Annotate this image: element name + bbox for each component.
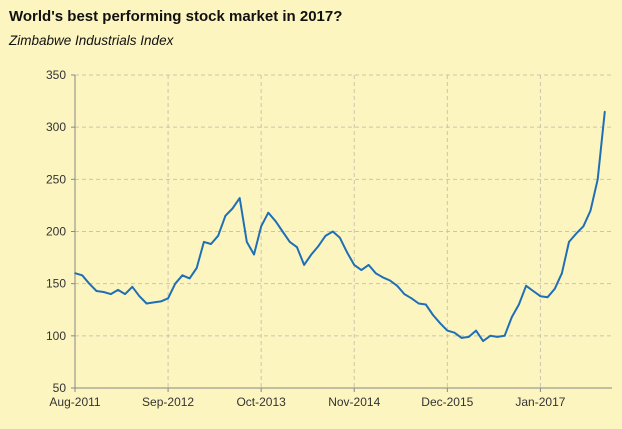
data-point	[246, 241, 248, 243]
data-point	[167, 297, 169, 300]
data-point	[88, 282, 91, 285]
data-point	[561, 272, 563, 275]
data-point	[475, 329, 477, 332]
data-point	[181, 274, 184, 277]
data-point	[389, 279, 391, 282]
data-point	[102, 291, 105, 293]
data-point	[396, 285, 399, 287]
data-point	[374, 272, 377, 275]
x-tick-label: Nov-2014	[328, 395, 380, 409]
data-point	[353, 264, 356, 266]
data-point	[124, 293, 126, 295]
data-point	[596, 178, 599, 181]
x-tick-label: Jan-2017	[515, 395, 565, 409]
data-point	[267, 211, 270, 214]
data-point	[604, 110, 606, 113]
data-point	[346, 251, 348, 254]
data-point	[310, 253, 313, 256]
data-point	[317, 245, 320, 247]
y-tick-label: 350	[46, 68, 66, 82]
tick-layer: 50 100 150 200 250 300 350 Aug-2011 Sep-2012 Oct-…	[46, 68, 566, 409]
data-point	[138, 295, 141, 298]
data-point	[382, 276, 384, 279]
data-point	[432, 314, 434, 316]
y-tick-label: 100	[46, 329, 66, 343]
data-point	[460, 337, 463, 339]
data-point	[511, 316, 513, 318]
x-tick-label: Oct-2013	[236, 395, 286, 409]
data-point	[224, 215, 227, 217]
chart-title: World's best performing stock market in …	[9, 8, 343, 25]
data-point	[110, 293, 112, 295]
data-point	[303, 264, 305, 266]
data-point	[532, 290, 534, 292]
data-point	[439, 322, 442, 325]
y-tick-label: 50	[53, 381, 67, 395]
data-point	[403, 293, 406, 295]
data-point	[339, 237, 341, 239]
data-point	[518, 303, 520, 306]
data-point	[231, 207, 234, 210]
data-point	[446, 329, 449, 332]
x-tick-label: Sep-2012	[142, 395, 194, 409]
series-layer	[74, 110, 606, 343]
data-point	[589, 209, 592, 212]
data-point	[81, 274, 83, 277]
data-point	[582, 225, 585, 228]
data-point	[145, 302, 148, 305]
data-point	[525, 285, 527, 287]
data-point	[289, 241, 291, 243]
data-point	[546, 296, 549, 299]
data-point	[568, 241, 570, 243]
data-point	[482, 340, 484, 342]
y-tick-label: 300	[46, 120, 66, 134]
data-point	[117, 289, 119, 291]
y-tick-label: 250	[46, 172, 66, 186]
data-point	[425, 303, 427, 306]
data-point	[503, 335, 506, 337]
data-point	[274, 220, 277, 222]
data-point	[210, 243, 212, 245]
data-point	[324, 234, 327, 237]
data-point	[188, 277, 191, 280]
data-point	[360, 269, 363, 271]
data-point	[253, 253, 255, 256]
data-point	[195, 267, 198, 269]
data-point	[332, 230, 334, 233]
data-point	[367, 264, 370, 266]
data-point	[489, 335, 492, 337]
data-point	[238, 197, 241, 199]
data-point	[281, 230, 284, 233]
data-point	[174, 282, 176, 285]
data-point	[153, 301, 155, 304]
x-tick-label: Dec-2015	[421, 395, 473, 409]
data-point	[160, 300, 162, 303]
data-point	[217, 234, 219, 237]
data-point	[468, 336, 470, 338]
data-point	[496, 336, 499, 338]
x-tick-label: Aug-2011	[49, 395, 100, 409]
chart-subtitle: Zimbabwe Industrials Index	[9, 33, 174, 48]
data-point	[74, 272, 76, 275]
data-point	[260, 225, 263, 228]
data-point	[131, 286, 134, 288]
data-point	[296, 246, 298, 248]
data-point	[453, 331, 456, 334]
y-tick-label: 150	[46, 277, 66, 291]
series-line	[74, 111, 606, 343]
data-point	[417, 302, 420, 305]
grid-layer	[75, 74, 612, 388]
data-point	[553, 288, 556, 290]
data-point	[539, 295, 542, 298]
data-point	[203, 241, 205, 243]
data-point	[95, 290, 98, 292]
y-tick-label: 200	[46, 225, 66, 239]
data-point	[575, 232, 577, 235]
data-point	[410, 297, 413, 300]
